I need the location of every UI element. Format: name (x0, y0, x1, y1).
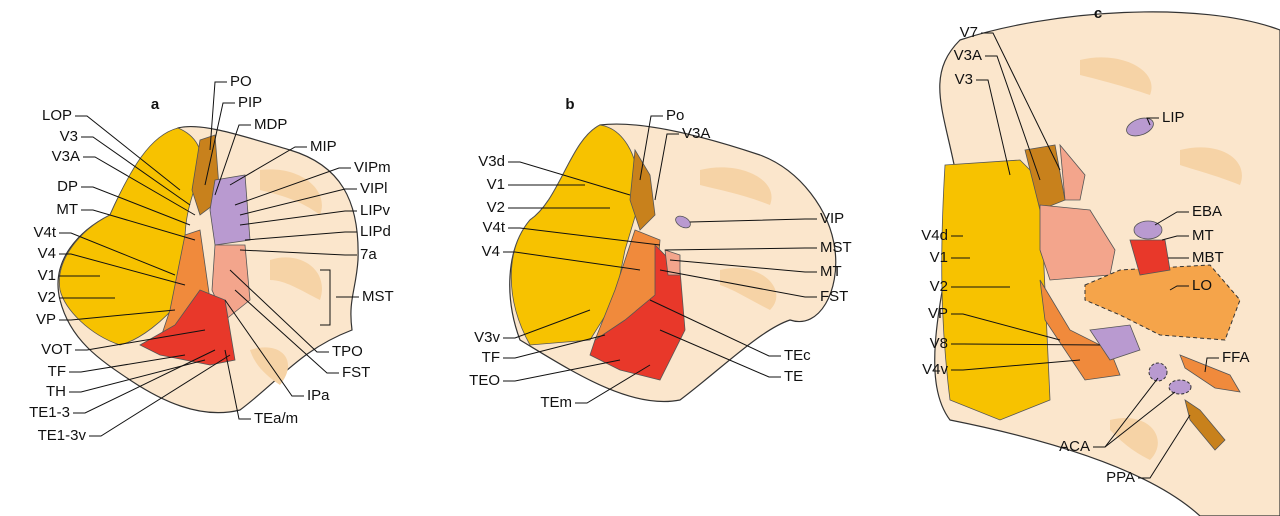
area-label: TEO (469, 372, 500, 389)
area-label: VIP (820, 210, 844, 227)
area-label: FFA (1222, 349, 1250, 366)
area-label: V2 (930, 278, 948, 295)
area-label: VIPl (360, 180, 388, 197)
area-label: TEm (540, 394, 572, 411)
area-label: V1 (38, 267, 56, 284)
area-label: LIPd (360, 223, 391, 240)
area-label: VP (928, 305, 948, 322)
area-label: ACA (1059, 438, 1090, 455)
area-label: V1 (930, 249, 948, 266)
area-label: MT (1192, 227, 1214, 244)
area-label: TE1-3 (29, 404, 70, 421)
area-label: V2 (38, 289, 56, 306)
area-label: FST (342, 364, 370, 381)
area-label: TEc (784, 347, 811, 364)
panel-label: c (1094, 5, 1102, 22)
area-label: V4t (482, 219, 505, 236)
area-label: TH (46, 383, 66, 400)
figure: aLOPV3V3ADPMTV4tV4V1V2VPVOTTFTHTE1-3TE1-… (0, 0, 1280, 516)
area-label: PO (230, 73, 252, 90)
area-label: MST (362, 288, 394, 305)
area-label: V1 (487, 176, 505, 193)
area-label: EBA (1192, 203, 1222, 220)
area-label: MDP (254, 116, 287, 133)
area-label: V4t (33, 224, 56, 241)
area-label: V3A (52, 148, 80, 165)
area-label: V8 (930, 335, 948, 352)
area-label: TF (482, 349, 500, 366)
area-label: VOT (41, 341, 72, 358)
area-label: TEa/m (254, 410, 298, 427)
area-label: MIP (310, 138, 337, 155)
area-label: LOP (42, 107, 72, 124)
area-label: V3A (954, 47, 982, 64)
area-label: MST (820, 239, 852, 256)
area-label: MT (820, 263, 842, 280)
area-label: MBT (1192, 249, 1224, 266)
area-label: TE1-3v (38, 427, 87, 444)
area-label: V4v (922, 361, 948, 378)
area-label: TF (48, 363, 66, 380)
area-label: IPa (307, 387, 330, 404)
area-label: V3 (60, 128, 78, 145)
panel-label: a (151, 96, 160, 113)
panel-label: b (565, 96, 574, 113)
area-label: V4 (38, 245, 56, 262)
area-label: VP (36, 311, 56, 328)
area-label: MT (56, 201, 78, 218)
area-label: LIPv (360, 202, 391, 219)
area-label: V3d (478, 153, 505, 170)
area-label: TPO (332, 343, 363, 360)
area-label: V3A (682, 125, 710, 142)
area-label: DP (57, 178, 78, 195)
area-label: 7a (360, 246, 377, 263)
area-label: V3v (474, 329, 500, 346)
area-label: LO (1192, 277, 1212, 294)
area-label: PIP (238, 94, 262, 111)
area-label: V2 (487, 199, 505, 216)
area-label: Po (666, 107, 684, 124)
area-label: V7 (960, 24, 978, 41)
area-label: V4 (482, 243, 500, 260)
area-label: LIP (1162, 109, 1185, 126)
area-label: VIPm (354, 159, 391, 176)
area-label: FST (820, 288, 848, 305)
area-label: TE (784, 368, 803, 385)
area-label: V4d (921, 227, 948, 244)
area-label: V3 (955, 71, 973, 88)
panel-c-drawing (935, 12, 1280, 516)
area-label: PPA (1106, 469, 1135, 486)
